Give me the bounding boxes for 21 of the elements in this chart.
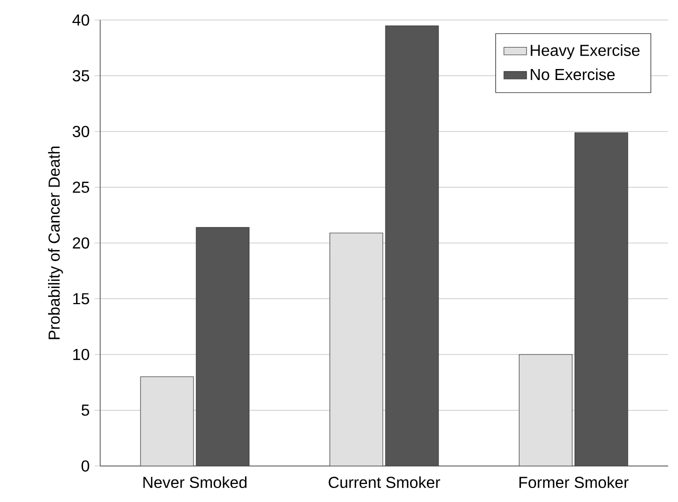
bar <box>574 132 628 466</box>
y-axis-title: Probability of Cancer Death <box>48 146 63 340</box>
bar <box>140 376 194 466</box>
bar <box>385 25 439 466</box>
y-tick-label: 15 <box>73 293 90 304</box>
legend-label: Heavy Exercise <box>530 44 640 60</box>
y-tick-label: 30 <box>72 126 90 138</box>
bar <box>196 227 250 466</box>
x-tick-label: Former Smoker <box>519 476 629 488</box>
x-tick-label: Current Smoker <box>328 476 440 488</box>
y-tick-label: 10 <box>73 348 90 360</box>
y-tick-label: 40 <box>72 14 90 26</box>
y-tick-label: 5 <box>82 404 90 416</box>
bar <box>330 232 384 466</box>
y-tick-label: 25 <box>72 182 90 193</box>
legend-label: No Exercise <box>530 68 615 80</box>
y-tick-label: 0 <box>82 460 90 472</box>
x-tick-label: Never Smoked <box>143 476 246 488</box>
y-tick-label: 20 <box>72 237 90 249</box>
bar <box>518 354 572 466</box>
y-tick-label: 35 <box>72 70 90 82</box>
